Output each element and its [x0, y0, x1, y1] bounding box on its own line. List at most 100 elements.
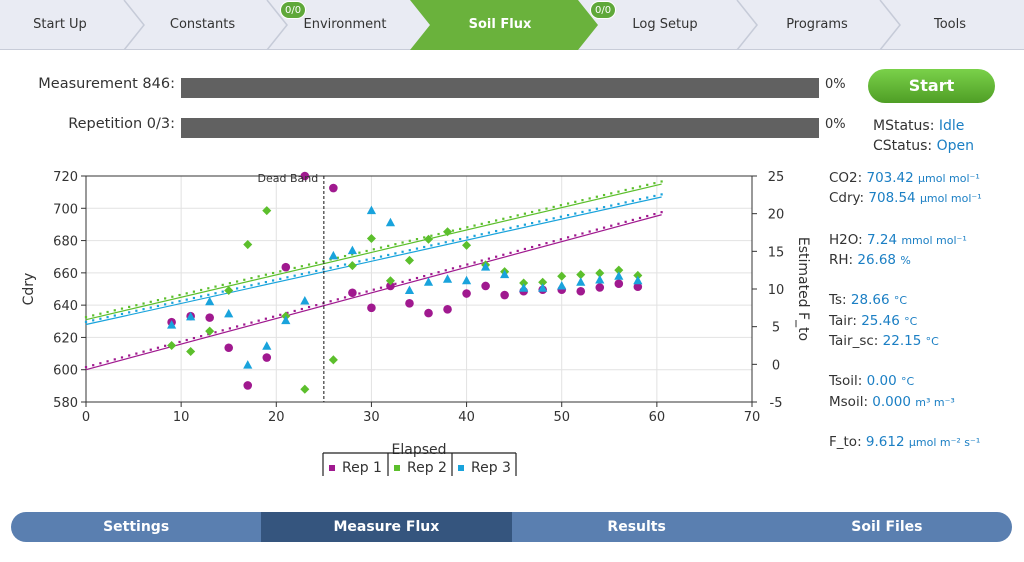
measured-dot-rep1: [336, 298, 339, 301]
measured-dot-rep3: [502, 228, 505, 231]
measured-dot-rep2: [343, 254, 347, 258]
measured-dot-rep1: [214, 331, 217, 334]
nav-start-up[interactable]: Start Up: [33, 17, 87, 32]
nav-constants[interactable]: Constants: [169, 17, 236, 32]
measured-dot-rep1: [235, 325, 239, 328]
x-axis-label: Elapsed: [392, 442, 447, 458]
rep2-flux-point: [404, 255, 415, 265]
rep3-flux-point: [633, 275, 643, 285]
reading-value: 28.66: [850, 292, 894, 308]
measured-dot-rep1: [271, 315, 275, 318]
nav-log-setup[interactable]: Log Setup: [632, 17, 698, 32]
measured-dot-rep1: [243, 323, 246, 326]
measured-dot-rep2: [595, 195, 598, 198]
measured-dot-rep2: [250, 277, 253, 280]
measured-dot-rep2: [214, 285, 217, 288]
measured-dot-rep2: [581, 199, 584, 202]
y2-tick-label: 5: [772, 321, 780, 336]
measured-dot-rep2: [552, 205, 555, 209]
measured-dot-rep3: [545, 218, 548, 222]
start-button[interactable]: Start: [868, 69, 995, 103]
measured-dot-rep2: [531, 210, 534, 214]
tab-settings[interactable]: Settings: [103, 519, 170, 535]
tab-soil-files[interactable]: Soil Files: [851, 519, 923, 535]
rep3-flux-point: [404, 285, 415, 295]
measurement-progress-bar: [181, 78, 819, 98]
rep3-flux-point: [500, 269, 510, 279]
reading-unit: %: [900, 254, 911, 267]
measured-dot-rep3: [156, 304, 160, 308]
measured-dot-rep3: [401, 250, 404, 253]
nav-programs[interactable]: Programs: [786, 17, 848, 32]
measured-dot-rep2: [257, 275, 260, 278]
measured-dot-rep3: [444, 241, 447, 244]
measured-dot-rep2: [221, 283, 224, 286]
measured-dot-rep2: [142, 302, 145, 305]
measured-dot-rep1: [372, 288, 375, 291]
rep3-flux-point: [442, 274, 453, 283]
reading-label: F_to:: [829, 434, 866, 450]
rep3-flux-point: [519, 283, 529, 292]
measured-dot-rep1: [459, 265, 462, 268]
rep3-flux-point: [328, 250, 338, 260]
measured-dot-rep1: [379, 286, 383, 289]
rep1-flux-point: [500, 290, 509, 300]
reading-tsoil: Tsoil: 0.00 °C: [829, 373, 914, 389]
measured-dot-rep2: [106, 310, 109, 314]
y-tick-label: 700: [53, 202, 78, 217]
x-tick-label: 20: [268, 410, 285, 425]
measured-dot-rep3: [142, 308, 145, 311]
chart-legend: Rep 1 Rep 2 Rep 3: [322, 452, 517, 476]
measured-dot-rep3: [660, 193, 663, 196]
measured-dot-rep3: [480, 233, 483, 236]
rep2-flux-point: [224, 285, 234, 296]
nav-environment[interactable]: Environment: [303, 17, 387, 32]
measured-dot-rep2: [646, 183, 649, 186]
reading-value: 7.24: [866, 232, 902, 248]
fit-line-2: [85, 183, 662, 321]
rep3-flux-point: [262, 341, 272, 350]
cstatus-value: Open: [936, 138, 974, 154]
reading-tair-sc: Tair_sc: 22.15 °C: [829, 333, 939, 349]
nav-tools[interactable]: Tools: [933, 17, 967, 32]
rep2-flux-point: [328, 355, 338, 365]
measured-dot-rep2: [624, 188, 627, 192]
nav-soil-flux[interactable]: Soil Flux: [468, 17, 532, 32]
measured-dot-rep2: [279, 270, 282, 273]
measured-dot-rep3: [279, 277, 282, 280]
rep2-flux-point: [186, 347, 196, 357]
measured-dot-rep1: [185, 338, 188, 342]
legend-swatch-rep3: [458, 465, 464, 471]
measured-dot-rep2: [365, 249, 368, 253]
plot-frame: [85, 175, 753, 403]
measured-dot-rep2: [617, 190, 620, 193]
measured-dot-rep1: [221, 329, 224, 332]
reading-unit: °C: [893, 294, 908, 307]
measured-dot-rep2: [243, 278, 246, 281]
legend-label-rep2: Rep 2: [407, 460, 447, 476]
measured-dot-rep1: [149, 348, 152, 351]
y-tick-label: 660: [53, 267, 78, 282]
rep3-flux-point: [186, 311, 196, 321]
rep3-flux-point: [167, 320, 177, 329]
rep3-flux-point: [576, 277, 586, 286]
measured-dot-rep2: [480, 222, 483, 225]
measured-dot-rep3: [120, 312, 124, 316]
measured-dot-rep3: [588, 209, 591, 212]
tab-measure-flux[interactable]: Measure Flux: [261, 512, 512, 542]
measured-dot-rep1: [307, 305, 311, 309]
x-tick-label: 60: [649, 410, 666, 425]
rep2-flux-point: [167, 340, 177, 351]
repetition-percent: 0%: [825, 117, 846, 132]
measured-dot-rep1: [415, 276, 419, 280]
measured-dot-rep2: [631, 187, 634, 190]
measured-dot-rep3: [523, 223, 527, 226]
data-points: [167, 171, 643, 394]
tab-results[interactable]: Results: [607, 519, 666, 535]
x-tick-label: 40: [458, 410, 475, 425]
measured-dot-rep2: [559, 204, 562, 207]
measured-dot-rep2: [516, 214, 519, 217]
rep3-flux-point: [423, 277, 434, 286]
bottom-tab-bar: Settings Measure Flux Results Soil Files: [11, 512, 1012, 542]
measured-dot-rep3: [423, 245, 426, 249]
